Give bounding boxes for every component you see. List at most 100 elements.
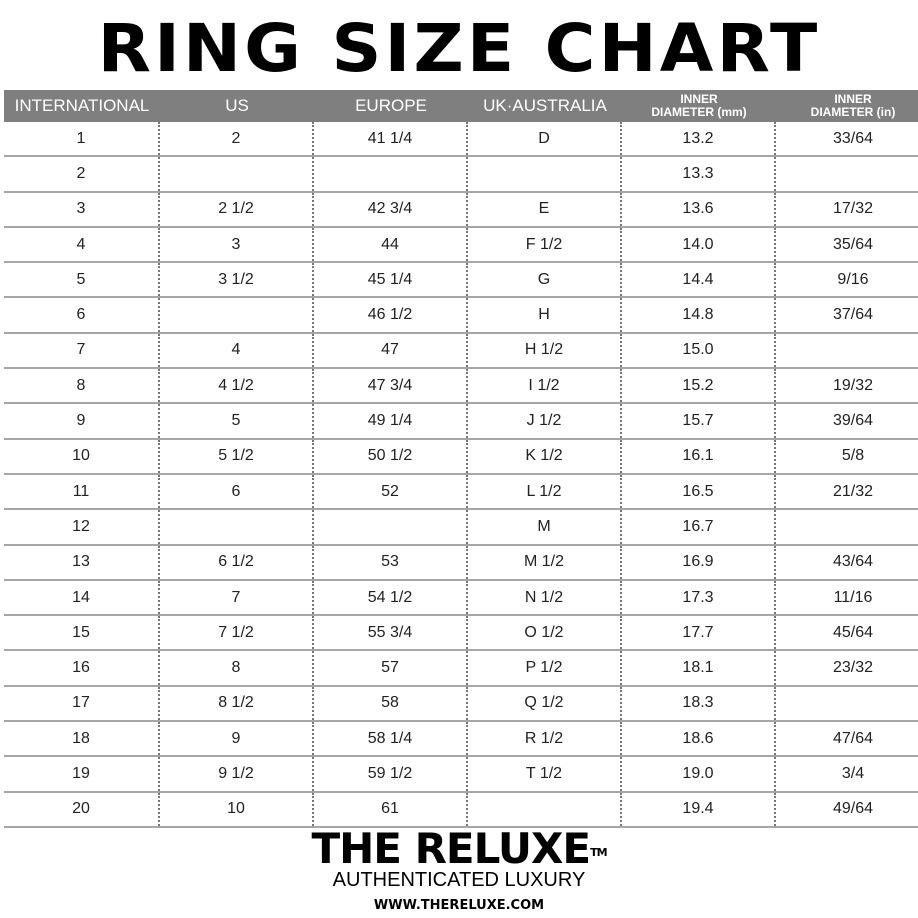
table-cell: 5 [160,404,314,438]
table-cell: 16.9 [622,545,776,579]
table-cell: 8 [160,651,314,685]
table-cell: 3 1/2 [160,263,314,297]
table-row: 7 4 47 H 1/2 15.0 [4,333,918,370]
table-cell: 6 [4,298,160,332]
table-cell: 9 [4,404,160,438]
table-cell: 47 [314,333,468,368]
table-cell: 2 [160,122,314,156]
table-cell: F 1/2 [468,227,622,262]
table-cell: 18 [4,722,160,756]
table-cell: 4 1/2 [160,369,314,403]
table-cell: 49/64 [832,800,874,818]
table-cell: 45 1/4 [314,263,468,297]
table-row: 2 13.3 [4,157,918,193]
table-cell: 3 [160,227,314,262]
column-header: INNER DIAMETER (mm) [622,90,776,122]
table-cell: 47 3/4 [314,369,468,403]
table-row: 19 9 1/2 59 1/2 T 1/2 19.0 3/4 [4,757,918,793]
table-cell: 19.0 [622,757,776,791]
table-cell [314,510,468,544]
table-cell: 15.0 [622,333,776,368]
table-cell: 10 [4,439,160,473]
table-cell: 14 [4,580,160,615]
table-cell: 6 1/2 [160,545,314,579]
table-cell: 58 [314,686,468,721]
table-cell: M [468,510,622,544]
table-cell: 19 [4,757,160,791]
table-cell: 16 [4,651,160,685]
table-cell: 57 [314,651,468,685]
table-cell: K 1/2 [468,439,622,473]
table-cell: 15 [4,616,160,650]
page-title: RING SIZE CHART [97,10,821,87]
table-cell: 3 [4,192,160,226]
table-cell: 5 1/2 [160,439,314,473]
table-cell: P 1/2 [468,651,622,685]
table-cell: I 1/2 [468,369,622,403]
table-cell: 61 [314,792,468,826]
table-cell [468,792,622,826]
table-row: 6 46 1/2 H 14.8 37/64 [4,298,918,334]
table-row: 12 M 16.7 [4,510,918,546]
table-cell: 53 [314,545,468,579]
table-cell: 13.2 [622,122,776,156]
table-cell: 8 1/2 [160,686,314,721]
table-cell: 37/64 [832,306,874,324]
table-cell: 55 3/4 [314,616,468,650]
table-cell: 18.3 [622,686,776,721]
table-cell: T 1/2 [468,757,622,791]
table-cell: 13 [4,545,160,579]
table-cell: O 1/2 [468,616,622,650]
table-cell: 41 1/4 [314,122,468,156]
table-cell: 11/16 [833,588,873,606]
table-row: 11 6 52 L 1/2 16.5 21/32 [4,474,918,511]
table-cell: 14.0 [622,227,776,262]
table-cell: 17.7 [622,616,776,650]
table-cell: 7 [4,333,160,368]
table-cell: 42 3/4 [314,192,468,226]
table-cell: 16.7 [622,510,776,544]
table-row: 18 9 58 1/4 R 1/2 18.6 47/64 [4,722,918,758]
size-table: 1 2 41 1/4 D 13.2 33/64 2 13.3 3 2 1/2 42 3/4 E 13.6… [4,122,918,828]
column-header: INNER DIAMETER (in) [776,90,918,122]
table-cell: G [468,263,622,297]
table-cell: 8 [4,369,160,403]
table-cell: 9 [160,722,314,756]
table-cell: 44 [314,227,468,262]
table-cell: J 1/2 [468,404,622,438]
table-cell: N 1/2 [468,580,622,615]
column-header: INTERNATIONAL [14,96,150,115]
table-cell: 12 [4,510,160,544]
table-cell: 20 [4,792,160,826]
table-row: 16 8 57 P 1/2 18.1 23/32 [4,651,918,687]
table-cell: 59 1/2 [314,757,468,791]
table-header: INTERNATIONAL US EUROPE UK·AUSTRALIA INNER DI… [4,90,918,122]
brand-logo: THE RELUXETM AUTHENTICATED LUXURY WWW.TH… [0,826,918,914]
table-cell: 7 [160,580,314,615]
table-cell: 4 [4,227,160,262]
column-header: US [225,96,249,115]
table-row: 1 2 41 1/4 D 13.2 33/64 [4,122,918,158]
table-cell: 18.6 [622,722,776,756]
table-cell: E [468,192,622,226]
table-cell: 14.8 [622,298,776,332]
table-cell: 5 [4,263,160,297]
table-cell: L 1/2 [468,474,622,509]
table-row: 20 10 61 19.4 49/64 [4,792,918,828]
table-cell: 58 1/4 [314,722,468,756]
table-cell [160,298,314,332]
table-cell: 45/64 [832,623,874,641]
table-cell: M 1/2 [468,545,622,579]
table-cell: 2 1/2 [160,192,314,226]
column-header-line: DIAMETER (in) [810,105,896,119]
table-cell: 9 1/2 [160,757,314,791]
table-cell [776,334,918,367]
table-cell: 52 [314,474,468,509]
table-cell [468,157,622,191]
trademark: TM [590,846,607,859]
column-header: EUROPE [355,96,427,115]
table-row: 9 5 49 1/4 J 1/2 15.7 39/64 [4,404,918,440]
table-cell: 49 1/4 [314,404,468,438]
